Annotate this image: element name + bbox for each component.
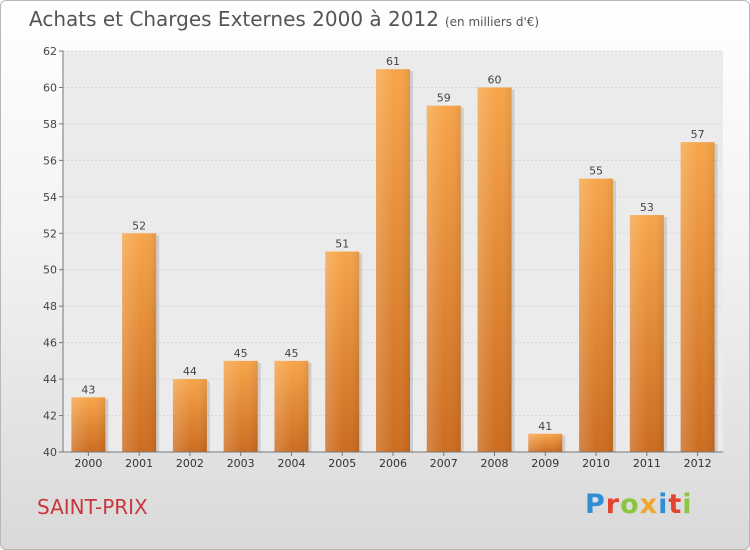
y-tick-label: 50 xyxy=(43,264,57,277)
value-label: 57 xyxy=(691,128,705,141)
value-label: 43 xyxy=(81,383,95,396)
chart-subtitle: (en milliers d'€) xyxy=(444,15,540,29)
bar-highlight xyxy=(325,251,360,452)
y-tick-label: 56 xyxy=(43,154,57,167)
bar-highlight xyxy=(376,69,410,453)
x-tick-label: 2002 xyxy=(176,457,204,470)
value-label: 52 xyxy=(132,219,146,232)
bar-highlight xyxy=(71,397,106,452)
logo-letter: i xyxy=(658,489,669,520)
value-label: 59 xyxy=(437,92,451,105)
logo-letter: i xyxy=(682,489,693,520)
chart-title: Achats et Charges Externes 2000 à 2012 (e… xyxy=(29,7,539,31)
y-tick-label: 52 xyxy=(43,227,57,240)
bar-highlight xyxy=(274,360,309,452)
logo-letter: P xyxy=(585,489,606,520)
value-label: 55 xyxy=(589,165,603,178)
x-tick-label: 2000 xyxy=(74,457,102,470)
y-tick-label: 46 xyxy=(43,337,57,350)
bar-highlight xyxy=(528,433,563,452)
bar-highlight xyxy=(629,215,664,452)
commune-name: SAINT-PRIX xyxy=(37,495,148,519)
bar-highlight xyxy=(680,142,715,453)
x-tick-label: 2005 xyxy=(328,457,356,470)
value-label: 61 xyxy=(386,55,400,68)
x-tick-label: 2004 xyxy=(277,457,305,470)
value-label: 44 xyxy=(183,365,197,378)
x-tick-label: 2007 xyxy=(430,457,458,470)
bar-highlight xyxy=(122,233,157,452)
bar-highlight xyxy=(172,379,207,452)
y-tick-label: 54 xyxy=(43,191,57,204)
value-label: 45 xyxy=(234,347,248,360)
bar-highlight xyxy=(223,360,258,452)
x-tick-label: 2006 xyxy=(379,457,407,470)
logo-letter: x xyxy=(639,489,659,520)
value-label: 41 xyxy=(538,420,552,433)
bar-highlight xyxy=(477,87,512,453)
y-tick-label: 60 xyxy=(43,81,57,94)
y-tick-label: 58 xyxy=(43,118,57,131)
x-tick-label: 2008 xyxy=(481,457,509,470)
axes: 40 42 44 46 48 50 52 54 56 58 60 62 2000 2001 2002 2003… xyxy=(43,45,723,470)
y-tick-label: 44 xyxy=(43,373,57,386)
y-tick-label: 62 xyxy=(43,45,57,58)
x-tick-label: 2003 xyxy=(227,457,255,470)
value-label: 51 xyxy=(335,238,349,251)
logo-letter: t xyxy=(668,489,683,520)
x-tick-label: 2001 xyxy=(125,457,153,470)
x-tick-label: 2011 xyxy=(633,457,661,470)
proxiti-logo: Proxiti xyxy=(585,489,693,520)
x-tick-label: 2009 xyxy=(531,457,559,470)
x-tick-label: 2010 xyxy=(582,457,610,470)
logo-letter: o xyxy=(620,489,640,520)
chart-title-text: Achats et Charges Externes 2000 à 2012 xyxy=(29,7,439,31)
value-label: 45 xyxy=(284,347,298,360)
bars xyxy=(71,69,718,453)
x-tick-label: 2012 xyxy=(684,457,712,470)
bar-highlight xyxy=(426,105,461,452)
y-tick-label: 40 xyxy=(43,446,57,459)
y-tick-label: 42 xyxy=(43,410,57,423)
value-label: 60 xyxy=(488,73,502,86)
bar-highlight xyxy=(579,178,614,452)
y-tick-label: 48 xyxy=(43,300,57,313)
value-labels: 43 52 44 45 45 51 61 59 60 41 55 53 57 xyxy=(81,55,704,433)
value-label: 53 xyxy=(640,201,654,214)
logo-letter: r xyxy=(605,489,621,520)
bar-chart: 43 52 44 45 45 51 61 59 60 41 55 53 57 40 42 44 46 48 50 5… xyxy=(43,45,723,470)
